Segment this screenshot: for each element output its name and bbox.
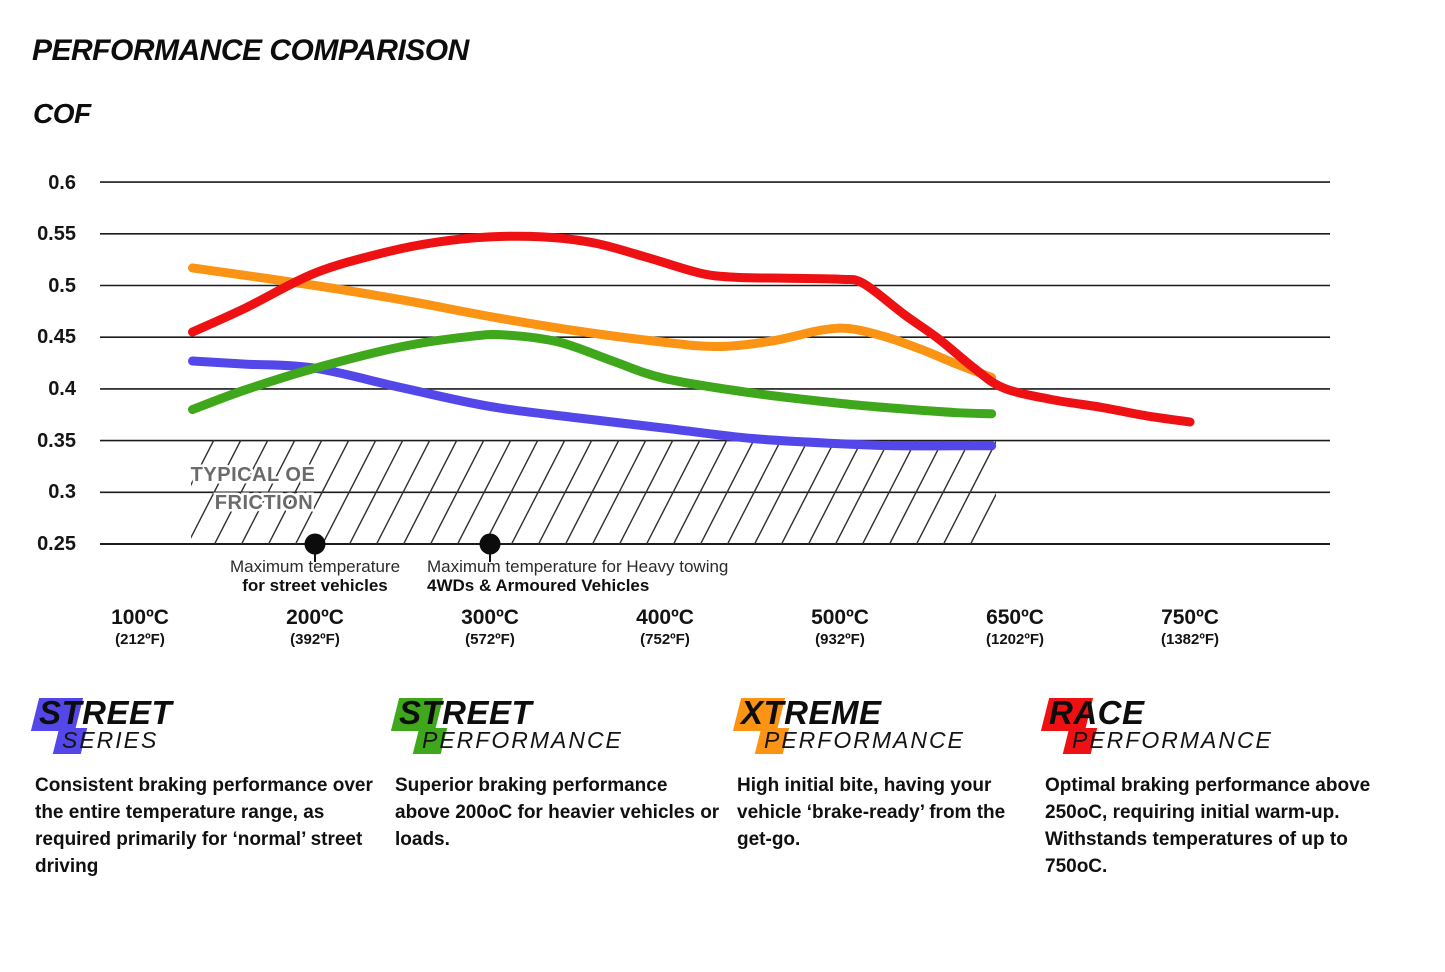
y-tick-0.55: 0.55 — [37, 223, 76, 245]
y-tick-0.4: 0.4 — [48, 378, 76, 400]
x-tick-650c: 650ºC (1202ºF) — [985, 606, 1044, 648]
x-tick-200c: 200ºC (392ºF) — [286, 606, 344, 648]
logo-word1: STREET — [39, 694, 173, 731]
cof-vs-temperature-chart: TYPICAL OE FRICTION — [100, 181, 1330, 562]
curve-race-performance — [188, 231, 1195, 427]
logo-word2: PERFORMANCE — [764, 727, 965, 753]
logo-word2: PERFORMANCE — [422, 727, 623, 753]
y-tick-0.45: 0.45 — [37, 326, 76, 348]
xtreme-performance-logo: XTREME PERFORMANCE — [732, 694, 1017, 760]
street-series-description: Consistent braking performance over the … — [35, 775, 373, 877]
xtreme-performance-description: High initial bite, having your vehicle ‘… — [737, 775, 1006, 850]
annotation-max-temp-street: Maximum temperature for street vehicles — [229, 557, 401, 595]
street-performance-description: Superior braking performance above 200oC… — [395, 775, 720, 850]
y-tick-0.3: 0.3 — [48, 481, 76, 503]
logo-word2: SERIES — [62, 727, 159, 753]
street-performance-logo: STREET PERFORMANCE — [390, 694, 720, 760]
max-temperature-markers — [304, 533, 501, 562]
oe-band-label-line1: TYPICAL OE — [191, 464, 316, 486]
logo-word1: RACE — [1049, 694, 1145, 731]
y-tick-0.5: 0.5 — [48, 275, 76, 297]
x-tick-500c: 500ºC (932ºF) — [811, 606, 869, 648]
legend-xtreme-performance: XTREME PERFORMANCE High initial bite, ha… — [732, 694, 1017, 853]
race-performance-description: Optimal braking performance above 250oC,… — [1045, 775, 1371, 877]
y-axis-title: COF — [33, 98, 91, 129]
x-tick-100c: 100ºC (212ºF) — [111, 606, 169, 648]
page-title: PERFORMANCE COMPARISON — [32, 34, 469, 67]
logo-word1: XTREME — [741, 694, 882, 731]
typical-oe-friction-band — [191, 440, 996, 544]
legend-street-series: STREET SERIES Consistent braking perform… — [30, 694, 375, 880]
series-curves — [188, 231, 1195, 451]
oe-band-label-line2: FRICTION — [215, 492, 313, 514]
curve-street-performance — [188, 330, 997, 419]
x-tick-400c: 400ºC (752ºF) — [636, 606, 694, 648]
y-tick-0.35: 0.35 — [37, 430, 76, 452]
x-tick-300c: 300ºC (572ºF) — [461, 606, 519, 648]
race-performance-logo: RACE PERFORMANCE — [1040, 694, 1377, 760]
street-series-logo: STREET SERIES — [30, 694, 375, 760]
annotation-max-temp-heavy-towing: Maximum temperature for Heavy towing 4WD… — [427, 557, 729, 595]
y-tick-0.6: 0.6 — [48, 172, 76, 194]
y-tick-0.25: 0.25 — [37, 533, 76, 555]
logo-word1: STREET — [399, 694, 533, 731]
legend-street-performance: STREET PERFORMANCE Superior braking perf… — [390, 694, 720, 853]
curve-xtreme-performance — [188, 263, 997, 383]
logo-word2: PERFORMANCE — [1072, 727, 1273, 753]
x-tick-750c: 750ºC (1382ºF) — [1160, 606, 1219, 648]
legend-race-performance: RACE PERFORMANCE Optimal braking perform… — [1040, 694, 1377, 880]
